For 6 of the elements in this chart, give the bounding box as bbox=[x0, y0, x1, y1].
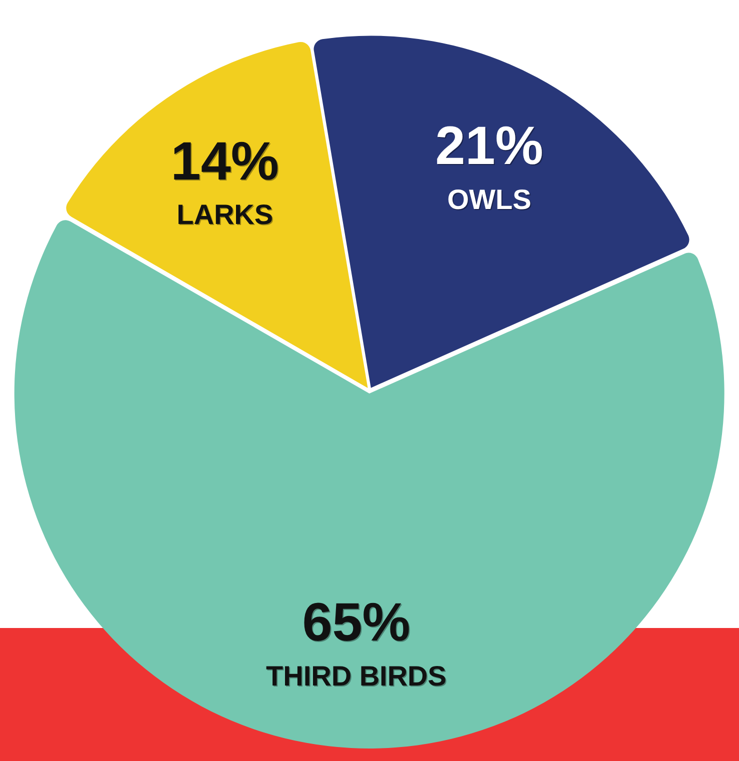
slice-label: LARKS bbox=[176, 199, 274, 230]
data-label: 21% bbox=[435, 116, 544, 176]
data-label: 65% bbox=[302, 592, 410, 652]
slice-label: THIRD BIRDS bbox=[266, 660, 446, 692]
data-label: 14% bbox=[170, 131, 279, 192]
slice-label: OWLS bbox=[447, 184, 532, 215]
